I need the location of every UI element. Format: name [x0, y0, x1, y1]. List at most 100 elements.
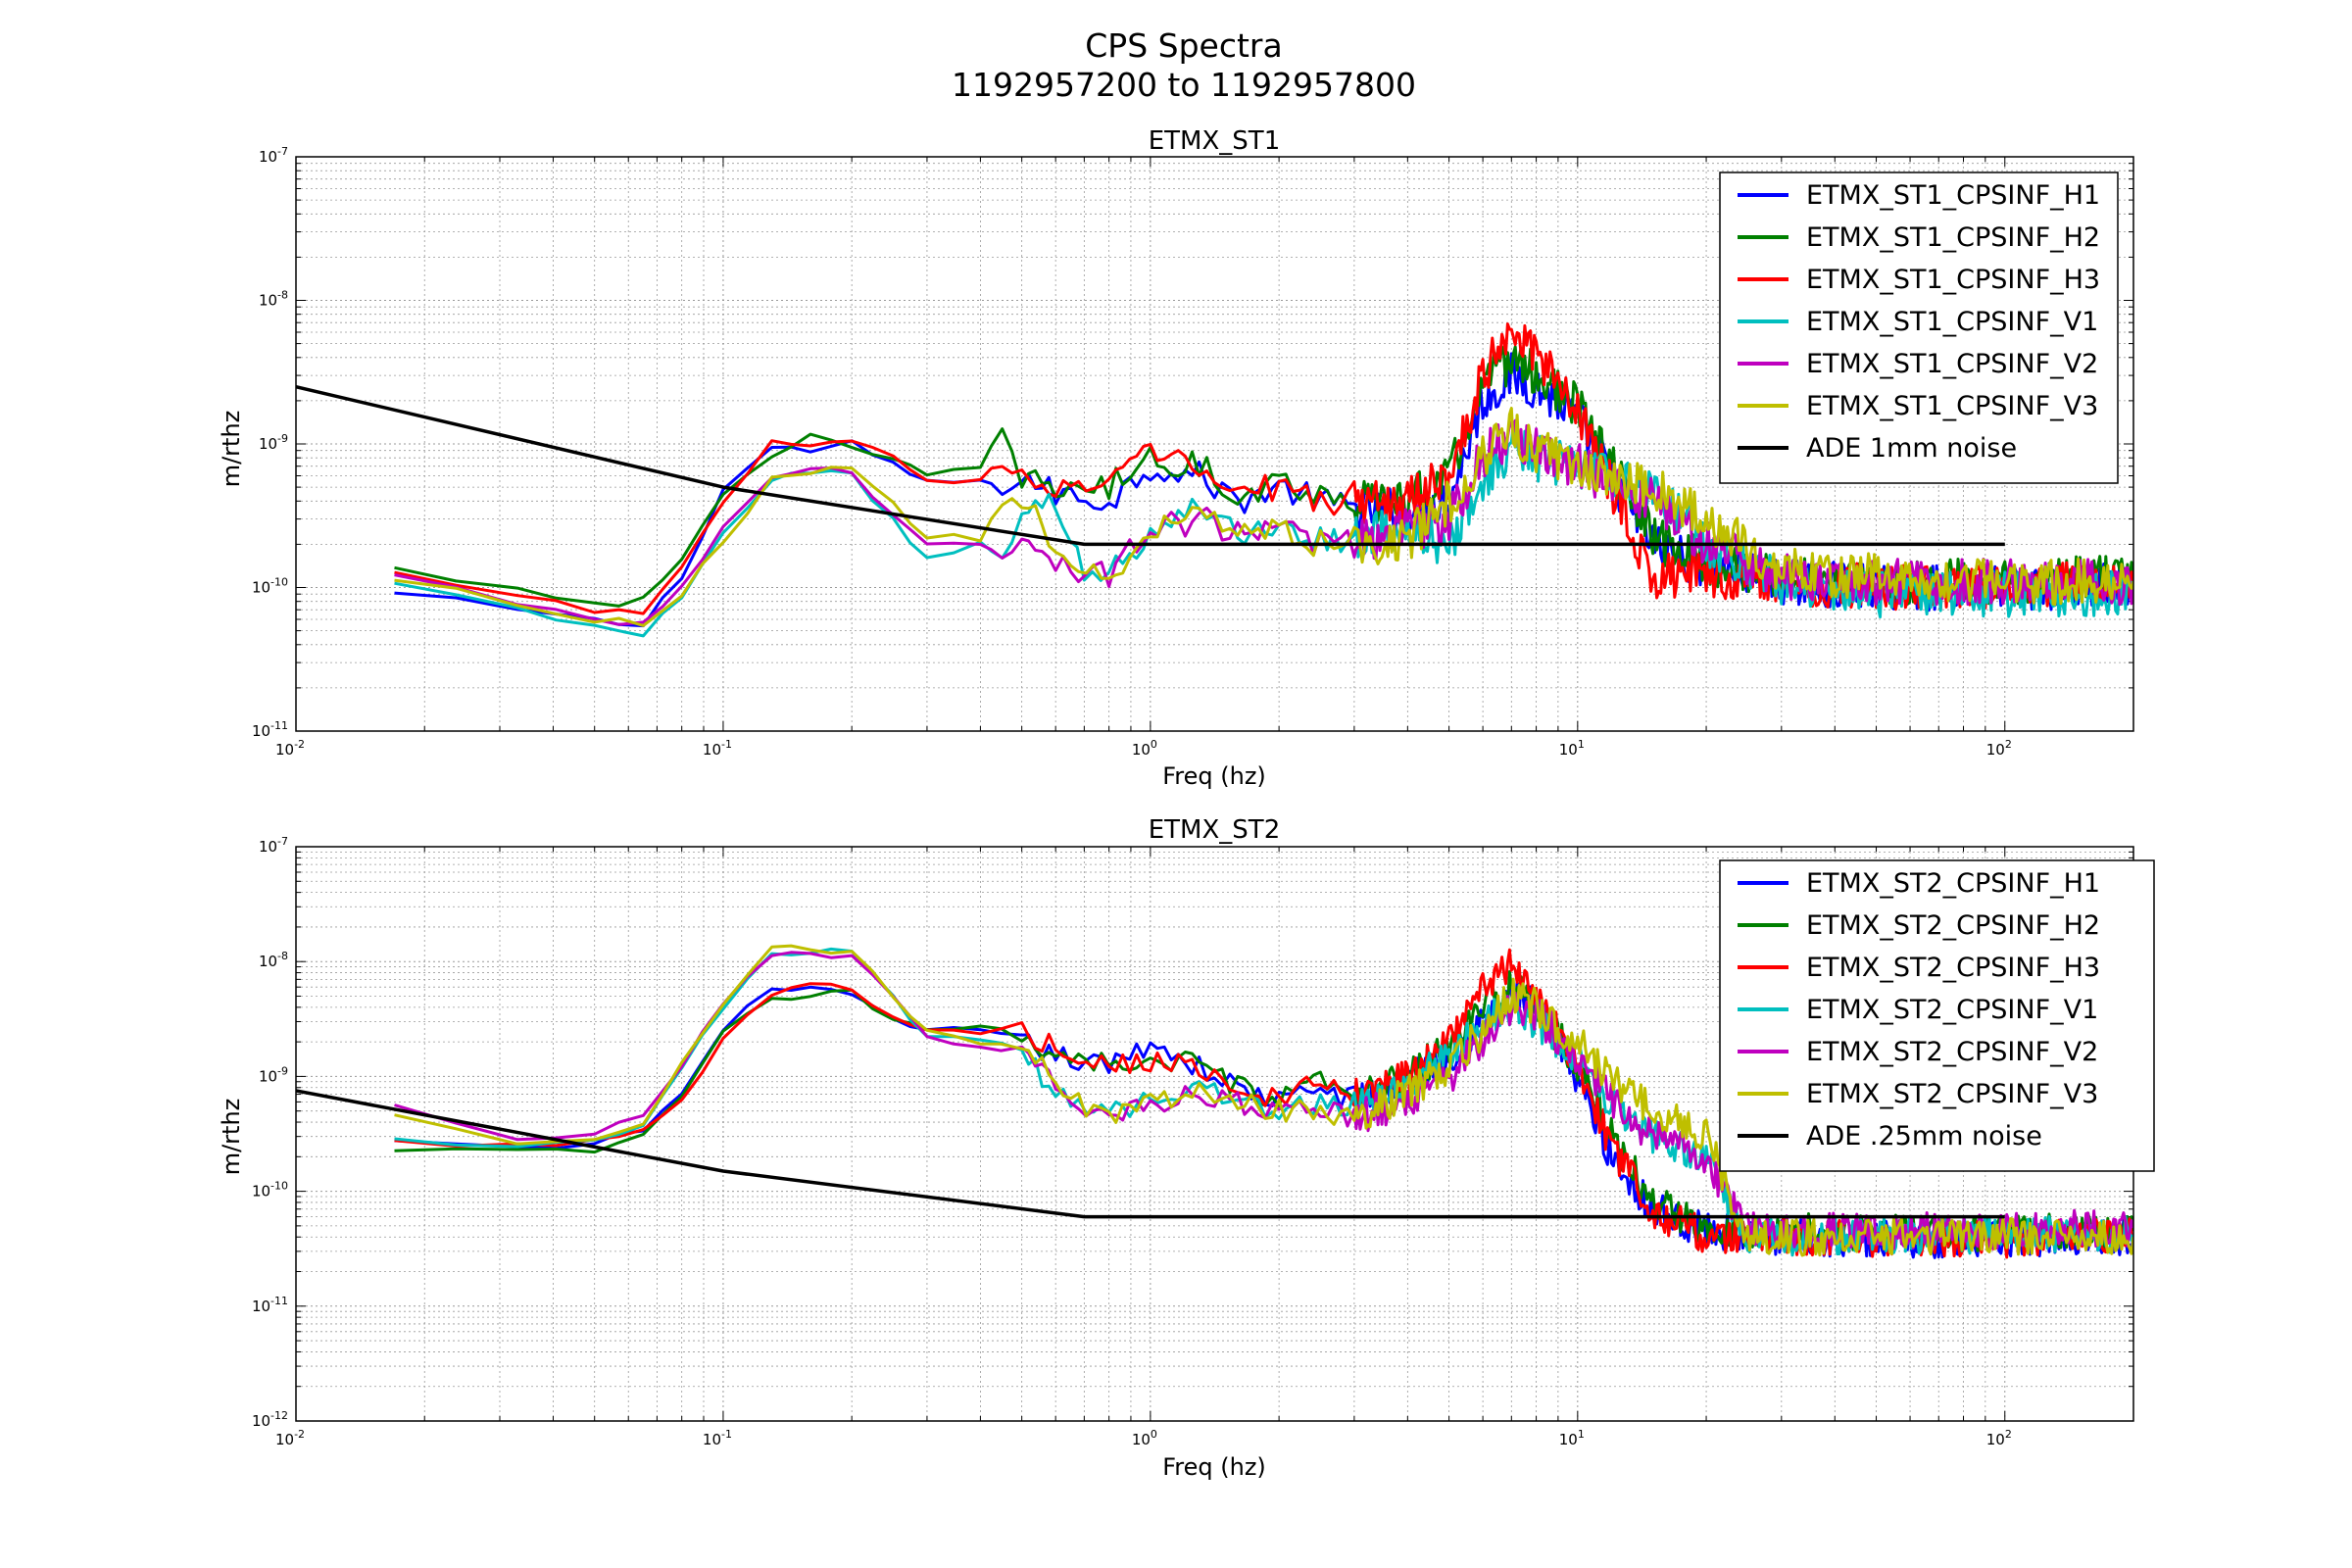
- y-tick-label: 10-8: [259, 950, 288, 970]
- x-tick-label: 101: [1559, 738, 1585, 759]
- y-tick-base: 10: [259, 148, 277, 166]
- y-tick-label: 10-11: [252, 1295, 288, 1315]
- legend-label: ETMX_ST2_CPSINF_H3: [1806, 953, 2100, 983]
- legend-item: ETMX_ST2_CPSINF_V3: [1738, 1079, 2098, 1109]
- x-tick-exp: 1: [1578, 1428, 1585, 1441]
- legend-label: ETMX_ST2_CPSINF_V3: [1806, 1079, 2098, 1109]
- legend-label: ETMX_ST1_CPSINF_H3: [1806, 265, 2100, 295]
- legend-label: ADE 1mm noise: [1806, 433, 2017, 464]
- legend-label: ETMX_ST1_CPSINF_V1: [1806, 307, 2098, 337]
- y-tick-base: 10: [252, 579, 270, 597]
- y-tick-label: 10-9: [259, 1064, 288, 1085]
- y-tick-exp: -8: [277, 950, 288, 962]
- x-tick-label: 10-2: [275, 1428, 305, 1448]
- y-tick-label: 10-7: [259, 145, 288, 166]
- x-tick-label: 10-1: [703, 738, 732, 759]
- legend-box: [1719, 859, 2155, 1172]
- legend-item: ETMX_ST1_CPSINF_H2: [1738, 222, 2100, 253]
- x-tick-label: 10-2: [275, 738, 305, 759]
- series-layer: [296, 944, 2133, 1259]
- x-tick-base: 10: [275, 1431, 294, 1448]
- series-layer: [296, 322, 2133, 638]
- x-tick-exp: 0: [1151, 738, 1157, 751]
- legend-item: ETMX_ST1_CPSINF_V1: [1738, 307, 2098, 337]
- legend-label: ETMX_ST2_CPSINF_H2: [1806, 910, 2100, 941]
- y-tick-label: 10-12: [252, 1409, 288, 1430]
- y-tick-label: 10-8: [259, 289, 288, 310]
- y-tick-exp: -9: [277, 432, 288, 445]
- x-tick-base: 10: [1986, 741, 2005, 759]
- plot-etmx-st1: ETMX_ST1 10-2 10-1 100 101 10210-1110-1010-9…: [218, 126, 2134, 790]
- legend: ETMX_ST1_CPSINF_H1 ETMX_ST1_CPSINF_H2 ETMX…: [1719, 172, 2119, 484]
- x-axis-label: Freq (hz): [1162, 1453, 1266, 1481]
- series-line-etmx-st2-cpsinf-v3: [394, 944, 2133, 1257]
- x-tick-base: 10: [1559, 1431, 1578, 1448]
- legend-item: ETMX_ST1_CPSINF_H1: [1738, 180, 2100, 211]
- series-line-etmx-st1-cpsinf-v3: [394, 407, 2133, 627]
- legend-item: ADE .25mm noise: [1738, 1121, 2042, 1152]
- x-tick-exp: 1: [1578, 738, 1585, 751]
- x-tick-base: 10: [1559, 741, 1578, 759]
- y-tick-base: 10: [259, 1067, 277, 1085]
- x-tick-label: 102: [1986, 738, 2012, 759]
- y-tick-exp: -7: [277, 145, 288, 158]
- x-tick-base: 10: [1132, 1431, 1151, 1448]
- y-axis-label: m/rthz: [218, 1099, 245, 1176]
- y-tick-base: 10: [259, 953, 277, 970]
- y-tick-base: 10: [252, 1298, 270, 1315]
- legend-item: ETMX_ST1_CPSINF_V2: [1738, 349, 2098, 379]
- legend-label: ETMX_ST1_CPSINF_V2: [1806, 349, 2098, 379]
- x-tick-exp: 2: [2005, 1428, 2012, 1441]
- y-tick-base: 10: [259, 838, 277, 856]
- y-tick-label: 10-9: [259, 432, 288, 453]
- legend-label: ETMX_ST1_CPSINF_V3: [1806, 391, 2098, 421]
- y-tick-label: 10-11: [252, 719, 288, 740]
- y-tick-base: 10: [259, 292, 277, 310]
- x-tick-exp: -2: [294, 738, 305, 751]
- y-tick-exp: -12: [270, 1409, 288, 1422]
- y-axis-label: m/rthz: [218, 411, 245, 488]
- x-tick-label: 100: [1132, 738, 1157, 759]
- plot-title: ETMX_ST1: [1149, 126, 1280, 156]
- legend-item: ETMX_ST2_CPSINF_H1: [1738, 868, 2100, 899]
- y-tick-exp: -10: [270, 576, 288, 589]
- x-tick-base: 10: [1986, 1431, 2005, 1448]
- x-tick-base: 10: [703, 1431, 721, 1448]
- x-tick-base: 10: [703, 741, 721, 759]
- legend-item: ETMX_ST2_CPSINF_V2: [1738, 1037, 2098, 1067]
- x-tick-base: 10: [1132, 741, 1151, 759]
- figure-title-line1: CPS Spectra: [1085, 26, 1282, 65]
- x-tick-exp: -2: [294, 1428, 305, 1441]
- series-line-ade-25mm-noise: [296, 1089, 2005, 1219]
- axes-frame: [295, 156, 2134, 732]
- y-tick-label: 10-10: [252, 576, 288, 597]
- legend-box: [1719, 172, 2119, 484]
- legend-label: ETMX_ST2_CPSINF_H1: [1806, 868, 2100, 899]
- x-tick-exp: -1: [721, 738, 732, 751]
- tick-labels: 10-2 10-1 100 101 10210-1210-1110-1010-910-8…: [252, 835, 2012, 1448]
- x-tick-exp: -1: [721, 1428, 732, 1441]
- x-tick-exp: 2: [2005, 738, 2012, 751]
- y-tick-base: 10: [252, 1183, 270, 1200]
- legend-label: ETMX_ST1_CPSINF_H2: [1806, 222, 2100, 253]
- legend: ETMX_ST2_CPSINF_H1 ETMX_ST2_CPSINF_H2 ETMX…: [1719, 859, 2155, 1172]
- x-tick-exp: 0: [1151, 1428, 1157, 1441]
- figure-title-line2: 1192957200 to 1192957800: [952, 66, 1416, 104]
- legend-label: ETMX_ST2_CPSINF_V1: [1806, 995, 2098, 1025]
- y-tick-base: 10: [252, 1412, 270, 1430]
- y-tick-exp: -11: [270, 719, 288, 732]
- y-tick-exp: -10: [270, 1180, 288, 1193]
- legend-item: ETMX_ST2_CPSINF_H3: [1738, 953, 2100, 983]
- legend-item: ETMX_ST1_CPSINF_H3: [1738, 265, 2100, 295]
- legend-item: ETMX_ST1_CPSINF_V3: [1738, 391, 2098, 421]
- legend-item: ETMX_ST2_CPSINF_H2: [1738, 910, 2100, 941]
- x-tick-label: 101: [1559, 1428, 1585, 1448]
- legend-item: ETMX_ST2_CPSINF_V1: [1738, 995, 2098, 1025]
- x-tick-label: 10-1: [703, 1428, 732, 1448]
- y-tick-exp: -11: [270, 1295, 288, 1307]
- x-tick-label: 102: [1986, 1428, 2012, 1448]
- y-tick-exp: -7: [277, 835, 288, 848]
- plot-title: ETMX_ST2: [1149, 815, 1280, 845]
- x-axis-label: Freq (hz): [1162, 762, 1266, 790]
